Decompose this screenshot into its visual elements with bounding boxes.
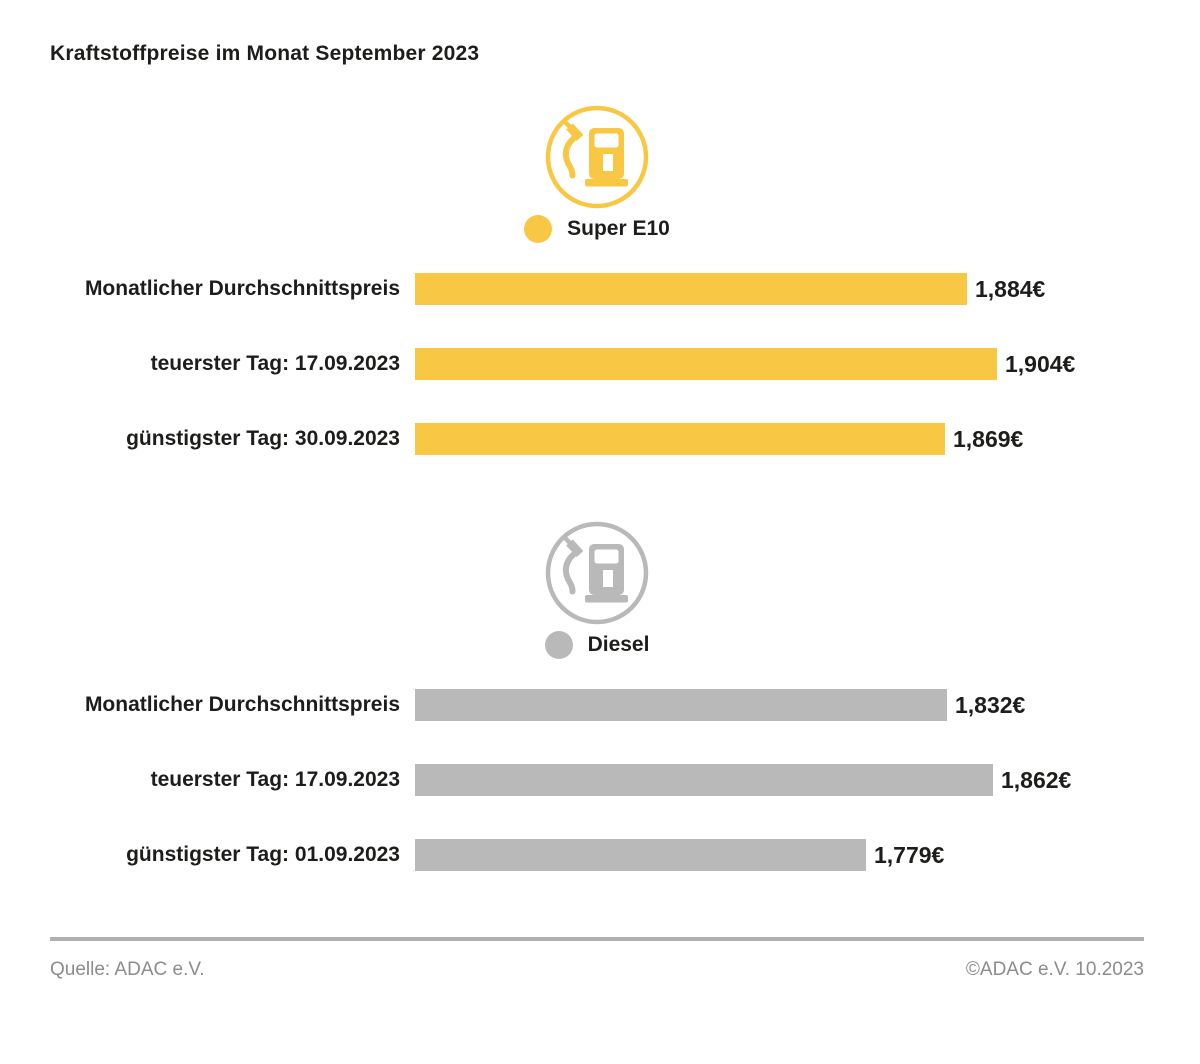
bar-row: Monatlicher Durchschnittspreis 1,832€ [50,689,1144,721]
bar-value: 1,904€ [1005,350,1076,377]
bar-label: teuerster Tag: 17.09.2023 [150,352,400,375]
bar-value: 1,862€ [1001,766,1072,793]
bar [415,423,945,455]
bar-area: 1,869€ [415,423,1023,455]
bar-row: Monatlicher Durchschnittspreis 1,884€ [50,273,1144,305]
bar [415,764,993,796]
bar-group-diesel: Monatlicher Durchschnittspreis 1,832€ te… [50,689,1144,871]
bar-label: günstigster Tag: 30.09.2023 [126,427,400,450]
bar [415,273,967,305]
bar-group-super-e10: Monatlicher Durchschnittspreis 1,884€ te… [50,273,1144,455]
bar-value: 1,832€ [955,691,1026,718]
bar-area: 1,884€ [415,273,1045,305]
bar [415,348,997,380]
page-title: Kraftstoffpreise im Monat September 2023 [50,42,480,65]
section-diesel: Diesel Monatlicher Durchschnittspreis 1,… [50,521,1144,871]
legend-super-e10: Super E10 [50,215,1144,243]
bar-label: Monatlicher Durchschnittspreis [84,693,400,716]
legend-diesel: Diesel [50,631,1144,659]
fuel-pump-icon [50,521,1144,625]
bar-row: günstigster Tag: 01.09.2023 1,779€ [50,839,1144,871]
bar-value: 1,869€ [953,425,1024,452]
bar-label: Monatlicher Durchschnittspreis [84,277,400,300]
section-super-e10: Super E10 Monatlicher Durchschnittspreis… [50,105,1144,455]
bar [415,689,947,721]
bar-row: teuerster Tag: 17.09.2023 1,904€ [50,348,1144,380]
bar-area: 1,779€ [415,839,944,871]
bar-area: 1,862€ [415,764,1071,796]
bar-label: günstigster Tag: 01.09.2023 [126,843,400,866]
legend-label: Super E10 [567,217,670,240]
bar-row: günstigster Tag: 30.09.2023 1,869€ [50,423,1144,455]
divider [50,937,1144,941]
bar-value: 1,884€ [975,275,1046,302]
bar [415,839,866,871]
footer-source: Quelle: ADAC e.V. [50,959,205,980]
bar-value: 1,779€ [874,841,945,868]
bar-area: 1,904€ [415,348,1075,380]
legend-dot [544,631,573,659]
bar-label: teuerster Tag: 17.09.2023 [150,768,400,791]
legend-label: Diesel [587,633,650,656]
bar-area: 1,832€ [415,689,1025,721]
bar-row: teuerster Tag: 17.09.2023 1,862€ [50,764,1144,796]
infographic-page: Kraftstoffpreise im Monat September 2023… [50,42,1144,981]
fuel-pump-icon [50,105,1144,209]
footer: Quelle: ADAC e.V. ©ADAC e.V. 10.2023 [50,959,1144,981]
legend-dot [524,215,553,243]
footer-copyright: ©ADAC e.V. 10.2023 [965,959,1144,980]
